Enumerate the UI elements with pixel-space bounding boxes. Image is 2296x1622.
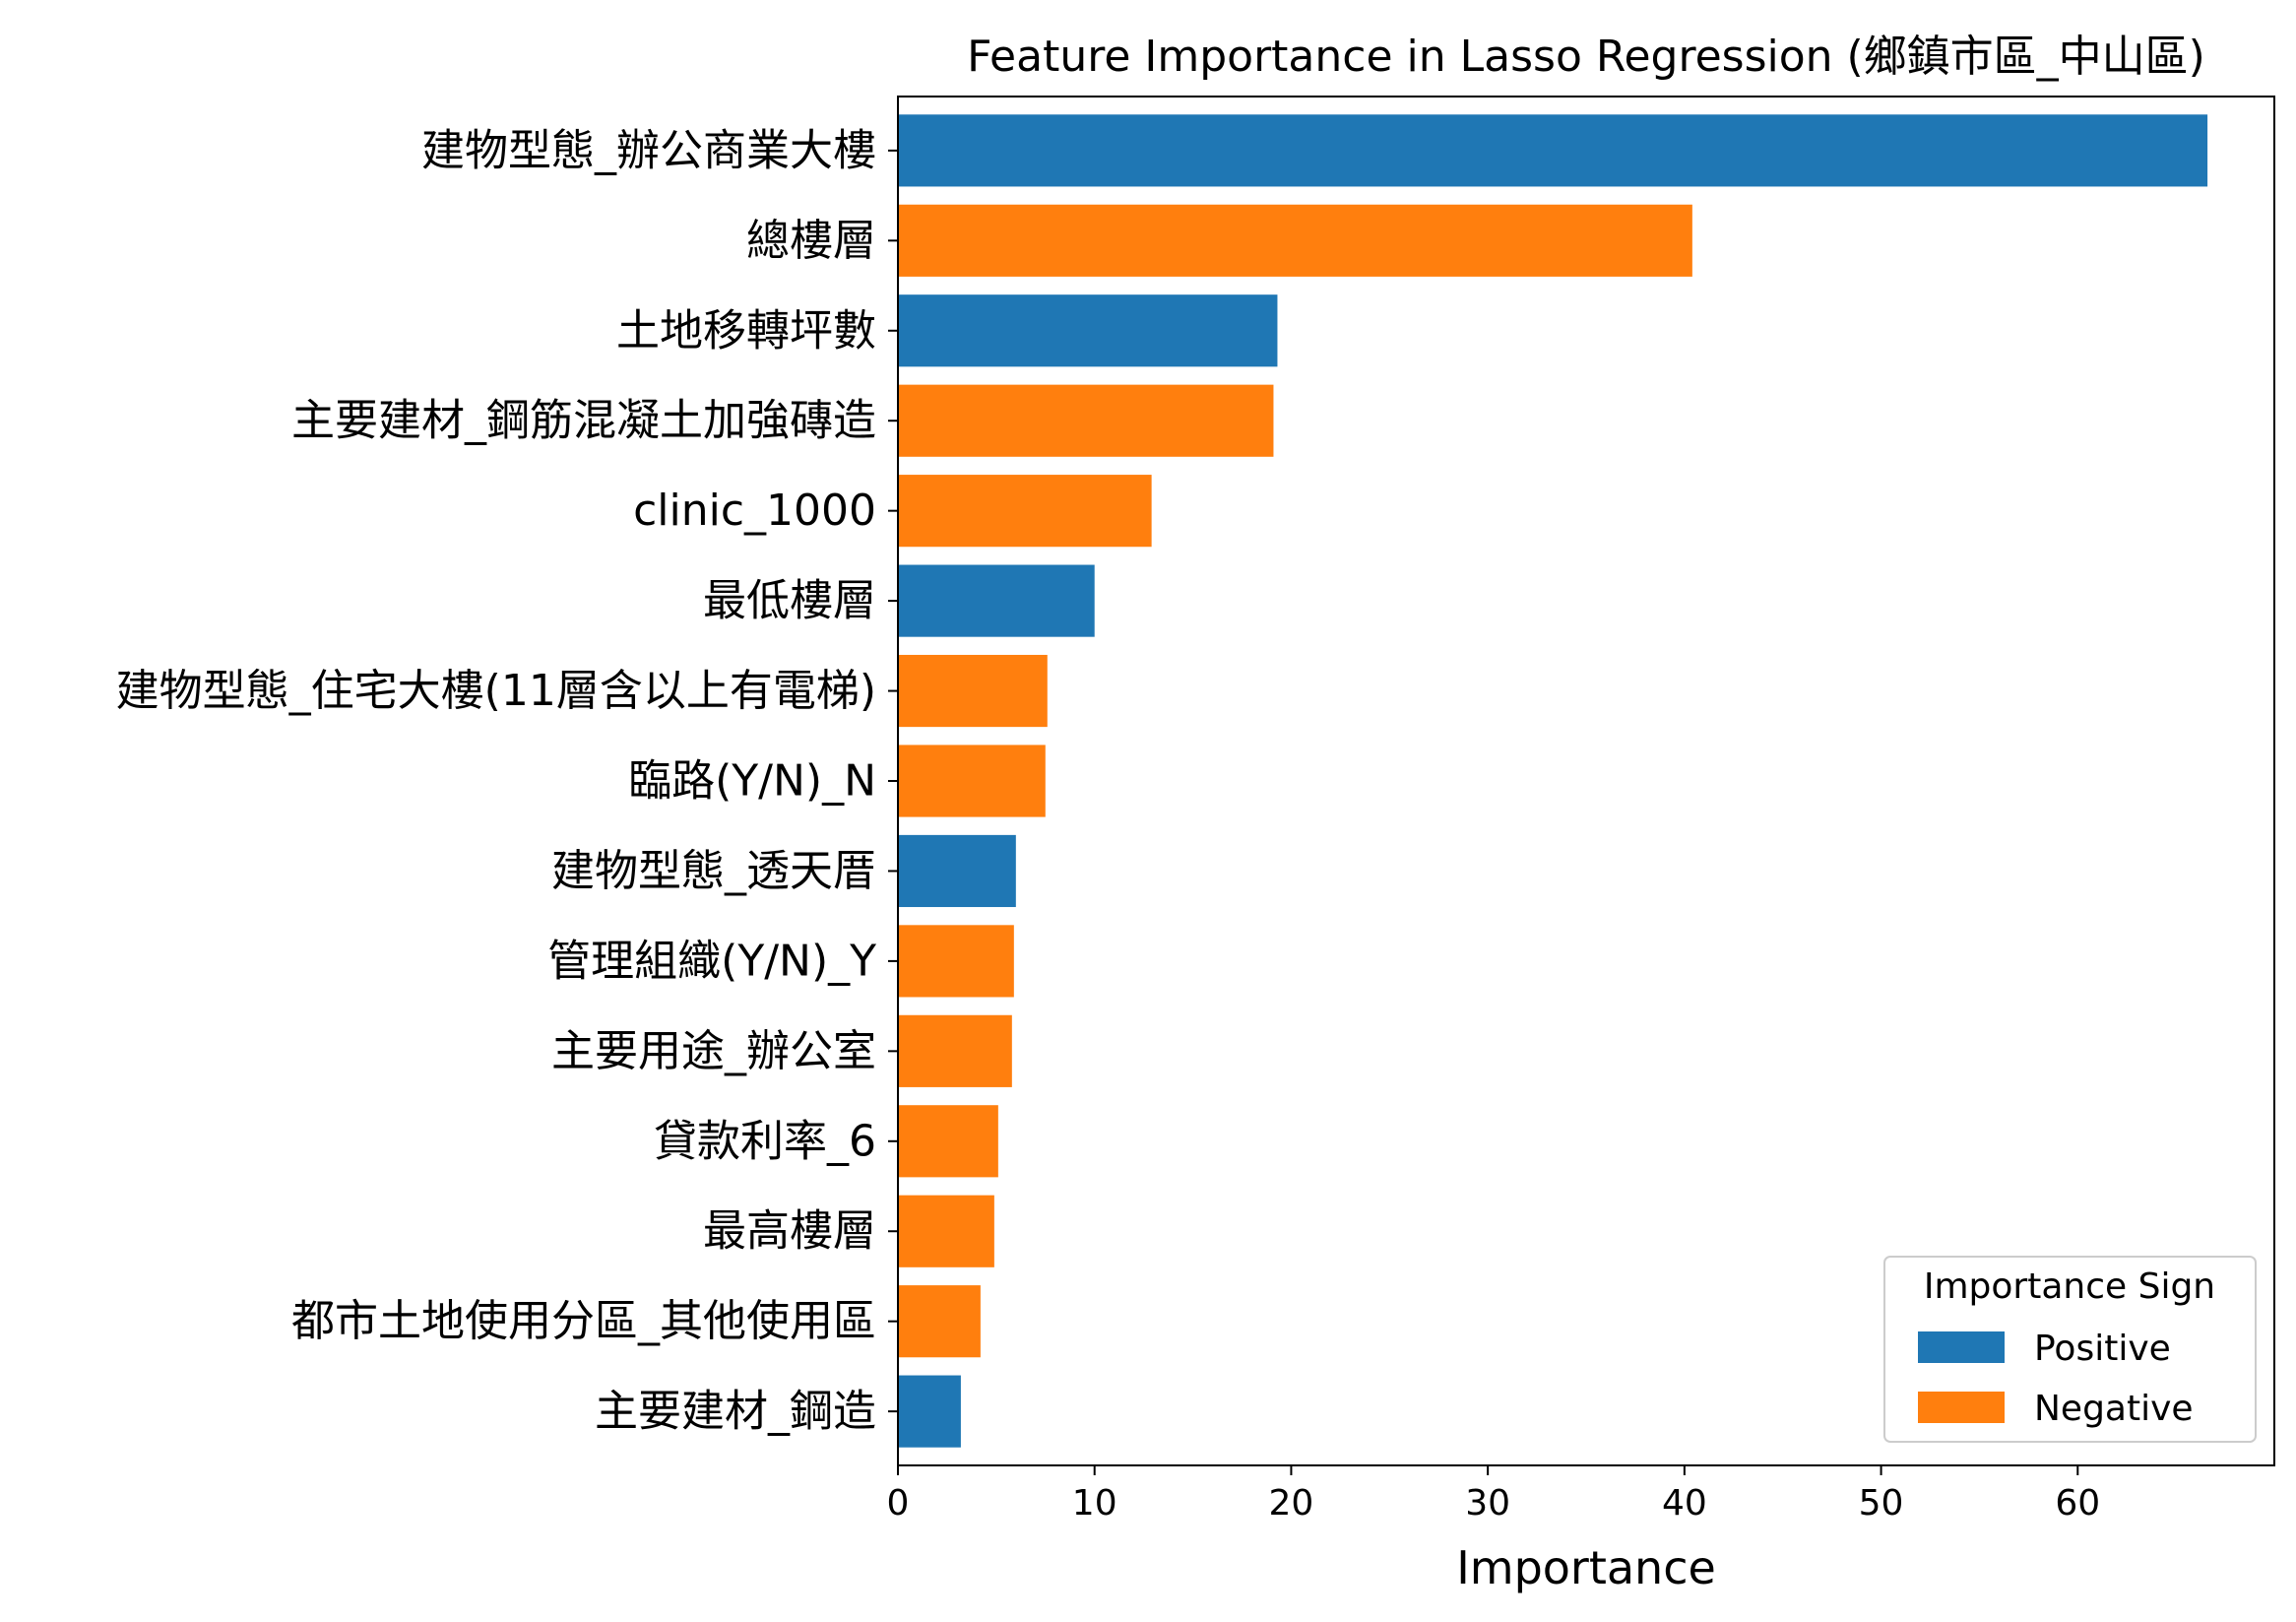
bar <box>898 654 1048 728</box>
y-tick-label: 建物型態_辦公商業大樓 <box>421 125 876 175</box>
legend-swatch-negative <box>1918 1392 2005 1423</box>
bar <box>898 1285 981 1358</box>
bar <box>898 204 1692 277</box>
bar <box>898 925 1014 998</box>
x-axis-ticks: 0 10 20 30 40 50 60 <box>887 1465 2100 1524</box>
y-tick-label: 總樓層 <box>746 216 876 266</box>
x-tick-label: 50 <box>1859 1483 1904 1524</box>
y-tick-label: 管理組織(Y/N)_Y <box>547 936 876 986</box>
y-tick-label: clinic_1000 <box>633 486 876 536</box>
bar <box>898 114 2208 187</box>
y-tick-label: 最低樓層 <box>703 576 876 626</box>
bar <box>898 564 1095 637</box>
bar <box>898 294 1278 367</box>
y-tick-label: 建物型態_透天厝 <box>551 846 876 896</box>
y-tick-label: 臨路(Y/N)_N <box>628 756 876 807</box>
y-tick-label: 建物型態_住宅大樓(11層含以上有電梯) <box>116 666 876 716</box>
bar <box>898 1375 961 1448</box>
legend-label-positive: Positive <box>2034 1329 2171 1369</box>
bar <box>898 834 1016 908</box>
bar <box>898 745 1046 817</box>
y-tick-labels: 建物型態_辦公商業大樓總樓層土地移轉坪數主要建材_鋼筋混凝土加強磚造clinic… <box>116 125 898 1437</box>
chart-title: Feature Importance in Lasso Regression (… <box>967 32 2205 82</box>
x-tick-label: 20 <box>1269 1483 1314 1524</box>
y-tick-label: 主要建材_鋼造 <box>595 1387 876 1437</box>
x-tick-label: 0 <box>887 1483 910 1524</box>
x-tick-label: 30 <box>1465 1483 1510 1524</box>
y-tick-label: 主要建材_鋼筋混凝土加強磚造 <box>291 396 876 446</box>
legend: Importance Sign Positive Negative <box>1883 1256 2257 1443</box>
y-tick-label: 主要用途_辦公室 <box>551 1026 876 1076</box>
bar <box>898 384 1274 457</box>
y-tick-label: 土地移轉坪數 <box>616 305 876 356</box>
legend-swatch-positive <box>1918 1331 2005 1363</box>
bars-layer <box>898 114 2208 1448</box>
y-tick-label: 都市土地使用分區_其他使用區 <box>291 1296 876 1346</box>
plot-frame <box>897 96 2275 1466</box>
bar <box>898 1195 994 1267</box>
x-tick-label: 40 <box>1662 1483 1707 1524</box>
y-tick-label: 貸款利率_6 <box>654 1116 876 1166</box>
x-tick-label: 60 <box>2055 1483 2100 1524</box>
legend-label-negative: Negative <box>2034 1389 2194 1429</box>
bar <box>898 1105 998 1178</box>
y-tick-label: 最高樓層 <box>703 1206 876 1257</box>
bar <box>898 1014 1012 1087</box>
legend-title: Importance Sign <box>1924 1266 2215 1307</box>
x-tick-label: 10 <box>1072 1483 1117 1524</box>
x-axis-label: Importance <box>1456 1541 1716 1594</box>
bar <box>898 475 1152 548</box>
